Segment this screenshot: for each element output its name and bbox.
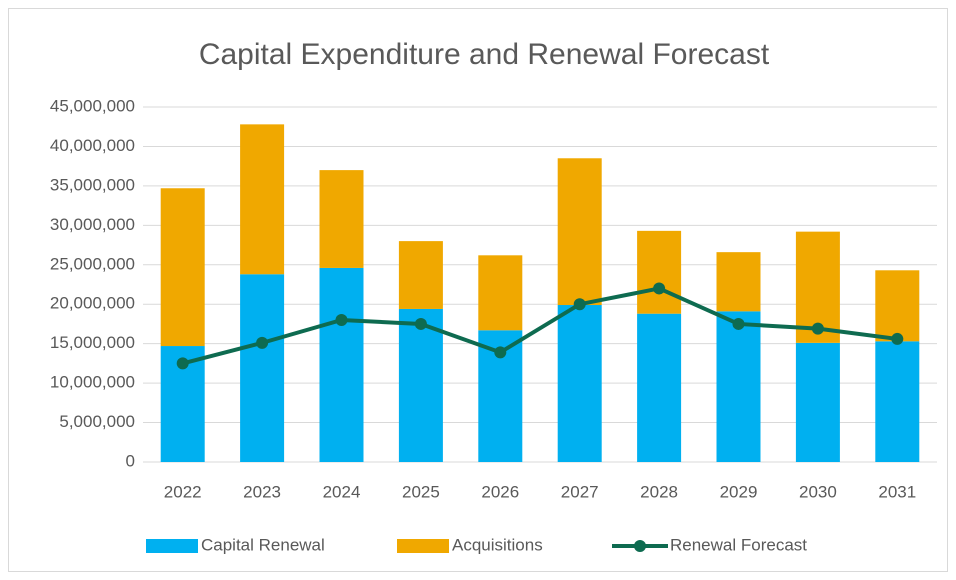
y-tick-label: 20,000,000 bbox=[50, 294, 135, 313]
y-tick-label: 15,000,000 bbox=[50, 333, 135, 352]
bar bbox=[557, 305, 602, 462]
bar bbox=[637, 313, 682, 462]
bar bbox=[637, 230, 682, 314]
line-marker bbox=[653, 282, 666, 295]
x-tick-label: 2026 bbox=[481, 482, 519, 501]
bar bbox=[716, 311, 761, 462]
legend-marker bbox=[634, 540, 646, 552]
bar bbox=[795, 342, 840, 462]
y-tick-label: 40,000,000 bbox=[50, 136, 135, 155]
bar bbox=[240, 124, 285, 275]
y-tick-label: 25,000,000 bbox=[50, 254, 135, 273]
x-tick-label: 2030 bbox=[799, 482, 837, 501]
y-tick-label: 5,000,000 bbox=[59, 412, 135, 431]
line-marker bbox=[494, 346, 507, 359]
bar bbox=[240, 274, 285, 462]
bar bbox=[716, 252, 761, 312]
bar bbox=[319, 170, 364, 268]
x-tick-label: 2025 bbox=[402, 482, 440, 501]
bar bbox=[875, 270, 920, 342]
legend-label: Renewal Forecast bbox=[670, 535, 807, 554]
bar bbox=[398, 241, 443, 309]
x-tick-label: 2023 bbox=[243, 482, 281, 501]
bar bbox=[319, 267, 364, 462]
line-marker bbox=[573, 298, 586, 311]
y-tick-label: 35,000,000 bbox=[50, 175, 135, 194]
line-marker bbox=[732, 317, 745, 330]
bar bbox=[557, 158, 602, 306]
y-tick-label: 45,000,000 bbox=[50, 96, 135, 115]
y-tick-label: 30,000,000 bbox=[50, 215, 135, 234]
line-marker bbox=[811, 322, 824, 335]
x-tick-label: 2031 bbox=[878, 482, 916, 501]
line-marker bbox=[891, 332, 904, 345]
bar bbox=[160, 188, 205, 347]
x-tick-label: 2027 bbox=[561, 482, 599, 501]
line bbox=[182, 286, 898, 366]
legend-swatch bbox=[397, 539, 449, 553]
line-marker bbox=[176, 357, 189, 370]
bar bbox=[398, 308, 443, 462]
legend-label: Acquisitions bbox=[452, 535, 543, 554]
x-tick-label: 2028 bbox=[640, 482, 678, 501]
bar bbox=[478, 255, 523, 331]
legend-label: Capital Renewal bbox=[201, 535, 325, 554]
line-marker bbox=[414, 317, 427, 330]
line-marker bbox=[335, 314, 348, 326]
x-tick-label: 2024 bbox=[323, 482, 361, 501]
legend-swatch bbox=[146, 539, 198, 553]
y-tick-label: 10,000,000 bbox=[50, 373, 135, 392]
bar bbox=[875, 341, 920, 462]
chart-title: Capital Expenditure and Renewal Forecast bbox=[199, 38, 770, 71]
x-tick-label: 2022 bbox=[164, 482, 202, 501]
x-tick-label: 2029 bbox=[720, 482, 758, 501]
line-marker bbox=[256, 336, 269, 349]
y-tick-label: 0 bbox=[126, 451, 135, 470]
